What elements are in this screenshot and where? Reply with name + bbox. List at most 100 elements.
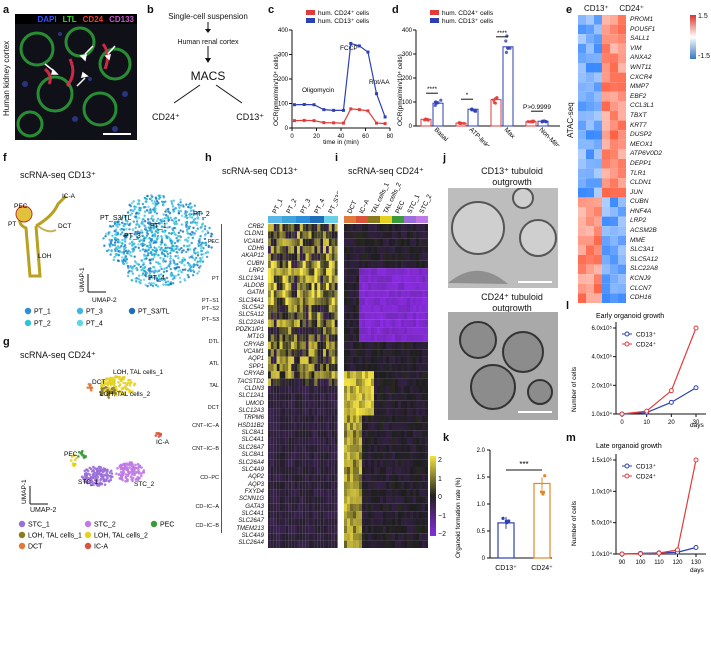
- f-umap-point: [191, 221, 194, 224]
- f-umap-point: [201, 260, 205, 263]
- legend-c-cd13: hum. CD13⁺ cells: [318, 18, 370, 25]
- e-cell: [578, 197, 586, 207]
- i-cell: [404, 260, 407, 269]
- i-cell: [407, 422, 410, 431]
- i-cell: [344, 489, 347, 497]
- i-cell: [362, 282, 365, 291]
- h-cell: [328, 400, 332, 409]
- i-cell: [344, 363, 347, 372]
- g-umap-point: [111, 391, 114, 395]
- e-cell: [586, 187, 594, 198]
- f-umap-point: [187, 236, 190, 239]
- h-cell: [302, 349, 306, 357]
- i-cell: [401, 459, 404, 467]
- h-cell: [320, 246, 324, 254]
- h-cell: [331, 282, 335, 291]
- f-umap-point: [202, 247, 205, 250]
- e-cell: [594, 120, 602, 131]
- h-cell: [273, 378, 277, 386]
- i-cell: [380, 408, 383, 416]
- i-cell: [347, 452, 350, 460]
- f-umap-point: [196, 254, 200, 257]
- i-cell: [380, 437, 383, 445]
- i-cell: [413, 268, 416, 276]
- i-cell: [392, 305, 395, 313]
- h-cell: [279, 312, 283, 320]
- f-umap-point: [205, 255, 209, 259]
- i-cell: [350, 415, 353, 423]
- i-cell: [368, 525, 371, 534]
- h-cell: [282, 297, 286, 305]
- k-ytick-label: 1.0: [477, 502, 486, 508]
- i-cell: [398, 334, 401, 342]
- f-umap-point: [160, 246, 163, 250]
- i-cell: [359, 282, 362, 291]
- i-cell: [401, 430, 404, 438]
- i-cell: [347, 422, 350, 431]
- i-cell: [419, 268, 422, 276]
- i-cell: [410, 437, 413, 445]
- f-umap-point: [134, 215, 138, 218]
- i-cell: [404, 253, 407, 261]
- i-cell: [353, 238, 356, 247]
- g-umap-point: [133, 468, 136, 472]
- h-cell: [302, 503, 306, 512]
- e-gene-label: TLR1: [630, 169, 646, 177]
- h-cell: [282, 253, 286, 261]
- h-cell: [276, 275, 280, 283]
- i-cell: [404, 341, 407, 350]
- i-cell: [356, 356, 359, 364]
- f-umap-point: [182, 256, 185, 260]
- i-cell: [347, 518, 350, 526]
- h-cell: [305, 305, 309, 313]
- h-cell: [334, 334, 338, 342]
- i-cell: [362, 481, 365, 490]
- i-cell: [362, 393, 365, 401]
- f-umap-point: [149, 275, 152, 279]
- d-ytick-label: 100: [402, 100, 413, 106]
- l-xlabel: days: [690, 422, 704, 429]
- i-cell: [362, 444, 365, 453]
- h-cell: [323, 408, 326, 416]
- i-cell: [383, 437, 386, 445]
- i-cell: [416, 518, 419, 526]
- h-cell: [320, 452, 324, 460]
- h-cell: [326, 496, 329, 504]
- i-cell: [356, 393, 359, 401]
- h-cell: [320, 378, 324, 386]
- h-cell: [302, 496, 306, 504]
- i-cell: [410, 275, 413, 283]
- h-cell: [305, 341, 309, 350]
- i-cell: [368, 356, 371, 364]
- h-cell: [314, 511, 318, 519]
- g-umap-point: [97, 484, 101, 487]
- i-cell: [371, 371, 374, 379]
- i-title: scRNA-seq CD24⁺: [348, 166, 424, 176]
- h-cell: [270, 246, 274, 254]
- f-umap-point: [201, 217, 205, 221]
- i-cell: [422, 444, 425, 453]
- i-scale-label: −1: [438, 512, 446, 520]
- i-cell: [383, 481, 386, 490]
- f-umap-point: [146, 229, 149, 233]
- h-cell: [285, 378, 289, 386]
- i-cell: [362, 224, 365, 232]
- c-point: [366, 50, 370, 54]
- h-cell: [273, 356, 277, 364]
- i-cell: [356, 511, 359, 519]
- k-ytick-label: 0: [482, 556, 486, 562]
- e-cell: [578, 120, 586, 131]
- h-cell: [308, 400, 312, 409]
- h-cell: [311, 260, 315, 269]
- tubuloid-image-cd24: [448, 312, 558, 420]
- i-cell: [410, 452, 413, 460]
- i-cell: [401, 268, 404, 276]
- i-cell: [395, 459, 398, 467]
- i-cell: [365, 481, 368, 490]
- h-cell: [285, 282, 289, 291]
- i-cell: [359, 386, 362, 394]
- i-cell: [386, 489, 389, 497]
- i-cell: [365, 246, 368, 254]
- f-umap-point: [153, 266, 156, 269]
- f-umap-point: [140, 268, 143, 272]
